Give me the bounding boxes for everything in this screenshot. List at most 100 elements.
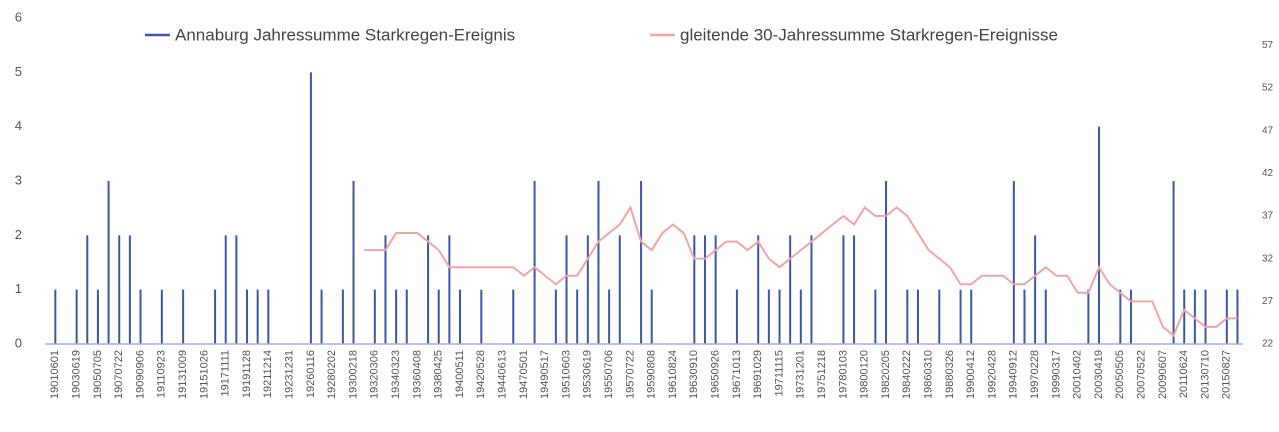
spike	[703, 235, 706, 344]
spike	[554, 289, 557, 344]
spike	[586, 235, 589, 344]
spike	[512, 289, 515, 344]
spike	[565, 235, 568, 344]
spike	[1129, 289, 1132, 344]
spike	[384, 235, 387, 344]
x-tick-label: 19751218	[816, 350, 828, 399]
spike	[1172, 181, 1175, 344]
spike	[842, 235, 845, 344]
x-tick-label: 19320306	[369, 350, 381, 399]
spike	[757, 235, 760, 344]
x-tick-label: 19050705	[92, 350, 104, 399]
y2-tick-label: 57	[1262, 40, 1274, 51]
spike	[1087, 289, 1090, 344]
x-tick-label: 19400511	[454, 350, 466, 398]
spike	[885, 181, 888, 344]
x-tick-label: 19570722	[624, 350, 636, 399]
spike	[160, 289, 163, 344]
x-tick-label: 19151026	[198, 350, 210, 399]
x-tick-label: 19070722	[113, 350, 125, 399]
spike	[246, 289, 249, 344]
spike	[650, 289, 653, 344]
spike	[224, 235, 227, 344]
x-tick-label: 19440613	[497, 350, 509, 399]
spike	[1023, 289, 1026, 344]
spike	[96, 289, 99, 344]
spike	[427, 235, 430, 344]
x-tick-label: 19940912	[1008, 350, 1020, 399]
spike	[1193, 289, 1196, 344]
spike	[75, 289, 78, 344]
y-tick-label: 3	[15, 172, 22, 187]
x-tick-label: 20150827	[1221, 350, 1233, 399]
spike	[959, 289, 962, 344]
x-tick-label: 19800120	[859, 350, 871, 399]
x-tick-label: 19711115	[773, 350, 785, 397]
x-tick-label: 19260116	[305, 350, 317, 398]
x-tick-label: 19671013	[731, 350, 743, 399]
x-tick-label: 19990317	[1050, 350, 1062, 399]
spike	[373, 289, 376, 344]
spike	[640, 181, 643, 344]
spike	[1044, 289, 1047, 344]
y-tick-label: 1	[15, 281, 22, 296]
spike	[139, 289, 142, 344]
spike	[1225, 289, 1228, 344]
spike	[810, 235, 813, 344]
spike	[309, 72, 312, 344]
x-tick-label: 20050505	[1114, 350, 1126, 399]
spike	[341, 289, 344, 344]
spike	[853, 235, 856, 344]
y2-tick-label: 32	[1262, 253, 1274, 264]
x-tick-label: 19510603	[560, 350, 572, 399]
x-tick-label: 19340323	[390, 350, 402, 399]
spike	[597, 181, 600, 344]
x-tick-label: 19880326	[944, 350, 956, 399]
x-tick-label: 19211214	[262, 350, 274, 398]
spike	[214, 289, 217, 344]
spike	[1236, 289, 1239, 344]
spike	[1012, 181, 1015, 344]
spike	[576, 289, 579, 344]
spike	[405, 289, 408, 344]
moving-sum-line	[364, 205, 1238, 338]
spike	[1183, 289, 1186, 344]
spike	[182, 289, 185, 344]
x-tick-label: 20110624	[1178, 350, 1190, 398]
y2-tick-label: 22	[1262, 339, 1274, 350]
y2-tick-label: 42	[1262, 168, 1274, 179]
spike	[1204, 289, 1207, 344]
x-tick-label: 19530619	[582, 350, 594, 399]
spike	[395, 289, 398, 344]
x-tick-label: 19630910	[688, 350, 700, 399]
y-tick-label: 2	[15, 227, 22, 242]
x-tick-label: 19030619	[71, 350, 83, 399]
y-tick-label: 6	[15, 9, 22, 24]
spike	[767, 289, 770, 344]
x-tick-label: 19470501	[518, 350, 530, 399]
spike	[714, 235, 717, 344]
x-tick-label: 19090906	[134, 350, 146, 399]
x-tick-label: 19380425	[433, 350, 445, 399]
spike	[938, 289, 941, 344]
x-tick-label: 19820205	[880, 350, 892, 399]
spike	[874, 289, 877, 344]
x-tick-label: 19920428	[986, 350, 998, 399]
x-tick-label: 19490517	[539, 350, 551, 399]
x-tick-label: 19900412	[965, 350, 977, 399]
spike	[448, 235, 451, 344]
x-tick-label: 19590808	[646, 350, 658, 399]
spike	[618, 235, 621, 344]
spike	[107, 181, 110, 344]
spike	[235, 235, 238, 344]
legend-label: gleitende 30-Jahressumme Starkregen-Erei…	[680, 25, 1058, 44]
y-tick-label: 4	[15, 118, 22, 133]
spike	[128, 235, 131, 344]
spike	[459, 289, 462, 344]
spike	[320, 289, 323, 344]
y2-tick-label: 37	[1262, 211, 1274, 222]
x-tick-label: 19840222	[901, 350, 913, 399]
x-tick-label: 19650926	[710, 350, 722, 399]
